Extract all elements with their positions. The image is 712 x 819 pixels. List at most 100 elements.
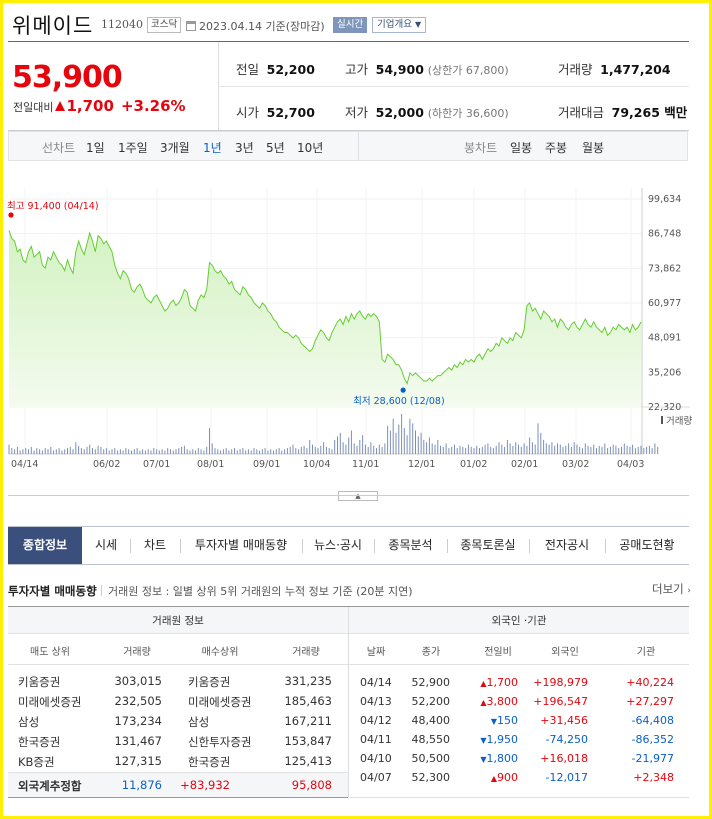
stat-volume: 거래량 1,477,204 — [558, 62, 671, 77]
col-sell-vol: 거래량 — [123, 647, 151, 658]
tab-price[interactable]: 시세 — [94, 538, 118, 552]
period-3y[interactable]: 3년 — [235, 141, 254, 155]
period-1y[interactable]: 1년 — [203, 141, 222, 155]
foreign-header: 외국인 ·기관 — [491, 615, 547, 627]
col-date: 날짜 — [366, 647, 386, 658]
change-value: 1,700 — [66, 97, 114, 115]
broker-sell-vol: 127,315 — [114, 754, 162, 768]
x-tick-label: 06/02 — [93, 459, 120, 470]
daily-foreign: -74,250 — [545, 733, 588, 746]
volume-label: 거래량 — [666, 415, 692, 427]
broker-sell-name: 미래에셋증권 — [18, 695, 82, 709]
stat-low: 저가 52,000 (하한가 36,600) — [345, 105, 509, 120]
period-bar: 선차트 1일 1주일 3개월 1년 3년 5년 10년 봉차트 일봉 주봉 월봉 — [8, 131, 688, 161]
up-arrow-icon: ▲ — [490, 774, 497, 783]
broker-buy-vol: 185,463 — [284, 694, 332, 708]
period-1w[interactable]: 1주일 — [118, 141, 148, 155]
daily-diff: ▼1,950 — [480, 733, 518, 746]
x-tick-label: 04/03 — [617, 459, 644, 470]
tab-investor[interactable]: 투자자별 매매동향 — [194, 538, 288, 552]
broker-buy-name: 미래에셋증권 — [188, 695, 252, 709]
daily-inst: +2,348 — [633, 771, 674, 784]
daily-date: 04/07 — [360, 771, 392, 784]
tab-analysis[interactable]: 종목분석 — [388, 538, 433, 552]
stat-prev: 전일 52,200 — [236, 62, 315, 77]
broker-sell-vol: 232,505 — [114, 694, 162, 708]
header-divider — [8, 41, 689, 42]
foreign-total-label: 외국계추정합 — [18, 779, 82, 793]
stats-bottom-divider — [8, 130, 689, 131]
daily-close: 52,900 — [411, 676, 451, 689]
realtime-button[interactable]: 실시간 — [333, 17, 368, 33]
chevron-up-icon: ▲ — [355, 492, 361, 500]
broker-buy-vol: 125,413 — [284, 754, 332, 768]
candle-chart-label: 봉차트 — [464, 141, 498, 155]
down-arrow-icon: ▼ — [480, 736, 487, 745]
company-info-label: 기업개요 — [377, 19, 412, 30]
period-3m[interactable]: 3개월 — [160, 141, 190, 155]
investor-section-title: 투자자별 매매동향 — [8, 584, 97, 598]
change-label: 전일대비 — [13, 101, 54, 114]
tab-chart[interactable]: 차트 — [143, 538, 167, 552]
tab-disclosure[interactable]: 전자공시 — [544, 538, 590, 552]
daily-date: 04/13 — [360, 695, 392, 708]
x-tick-label: 08/01 — [197, 459, 224, 470]
broker-sell-vol: 303,015 — [114, 674, 162, 688]
period-10y[interactable]: 10년 — [297, 141, 324, 155]
current-price: 53,900 — [12, 60, 123, 95]
daily-inst: -86,352 — [631, 733, 674, 746]
tab-short-selling[interactable]: 공매도현황 — [619, 538, 675, 552]
daily-inst: -21,977 — [631, 752, 674, 765]
daily-close: 48,400 — [411, 714, 451, 727]
tab-news[interactable]: 뉴스·공시 — [314, 538, 362, 552]
price-area — [9, 230, 641, 407]
main-tabs: 종합정보 시세 차트 투자자별 매매동향 뉴스·공시 종목분석 종목토론실 전자… — [8, 526, 689, 565]
low-marker — [400, 387, 406, 393]
high-annotation: 최고 91,400 (04/14) — [7, 201, 99, 212]
company-info-button[interactable]: 기업개요 ▼ — [372, 17, 427, 33]
period-1d[interactable]: 1일 — [86, 141, 105, 155]
line-chart-label: 선차트 — [42, 141, 76, 155]
daily-close: 52,200 — [411, 695, 451, 708]
price-change: 전일대비 1,700 +3.26% — [13, 97, 186, 115]
tab-discussion[interactable]: 종목토론실 — [460, 538, 516, 552]
daily-date: 04/11 — [360, 733, 392, 746]
daily-diff: ▼150 — [490, 714, 518, 727]
more-link[interactable]: 더보기 › — [652, 582, 692, 596]
up-arrow-icon: ▲ — [480, 679, 487, 688]
broker-sell-name: 키움증권 — [18, 675, 61, 689]
candle-weekly[interactable]: 주봉 — [545, 141, 568, 155]
daily-inst: +27,297 — [626, 695, 674, 708]
col-foreign: 외국인 — [551, 647, 579, 658]
candle-monthly[interactable]: 월봉 — [582, 141, 605, 155]
broker-buy-vol: 167,211 — [284, 714, 332, 728]
y-tick-label: 60,977 — [648, 298, 681, 309]
broker-buy-name: 한국증권 — [188, 755, 231, 769]
y-tick-label: 35,206 — [648, 367, 681, 378]
candle-daily[interactable]: 일봉 — [510, 141, 533, 155]
low-annotation: 최저 28,600 (12/08) — [353, 396, 445, 407]
down-arrow-icon: ▼ — [480, 755, 487, 764]
broker-sell-name: 한국증권 — [18, 735, 61, 749]
up-arrow-icon: ▲ — [480, 698, 487, 707]
period-5y[interactable]: 5년 — [266, 141, 285, 155]
daily-close: 50,500 — [411, 752, 451, 765]
x-tick-label: 07/01 — [143, 459, 170, 470]
x-tick-label: 02/01 — [511, 459, 538, 470]
x-tick-label: 03/02 — [562, 459, 589, 470]
x-tick-label: 10/04 — [303, 459, 330, 470]
price-line — [8, 230, 642, 385]
x-tick-label: 04/14 — [11, 459, 38, 470]
tab-summary[interactable]: 종합정보 — [8, 527, 82, 564]
stat-high: 고가 54,900 (상한가 67,800) — [345, 62, 509, 77]
daily-foreign: +198,979 — [533, 676, 588, 689]
y-tick-label: 99,634 — [648, 194, 681, 205]
broker-sell-name: 삼성 — [18, 715, 40, 729]
y-tick-label: 73,862 — [648, 263, 681, 274]
broker-header: 거래원 정보 — [152, 615, 204, 627]
x-tick-label: 12/01 — [408, 459, 435, 470]
chevron-down-icon: ▼ — [415, 20, 422, 29]
chart-collapse-button[interactable]: ▲ — [338, 491, 378, 501]
table-top-line — [8, 606, 689, 607]
